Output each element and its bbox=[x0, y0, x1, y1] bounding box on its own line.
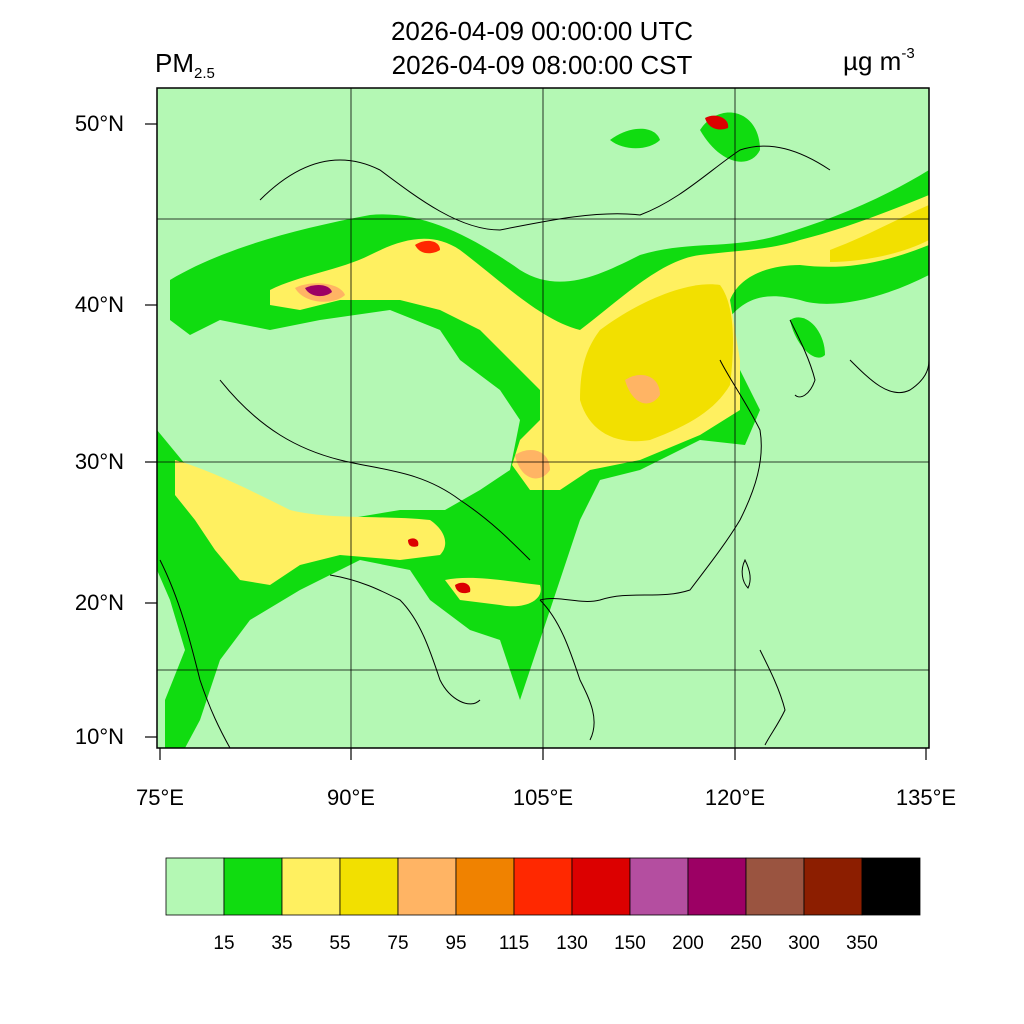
colorbar-label: 15 bbox=[213, 933, 235, 954]
lon-label-75e: 75°E bbox=[136, 785, 184, 810]
lon-label-90e: 90°E bbox=[327, 785, 375, 810]
lat-label-10n: 10°N bbox=[74, 724, 124, 749]
unit-sup: -3 bbox=[901, 45, 915, 62]
variable-main: PM bbox=[155, 48, 194, 78]
hotspot-burma bbox=[455, 582, 471, 594]
band-75-95-sichuan bbox=[515, 450, 550, 479]
title-cst: 2026-04-09 08:00:00 CST bbox=[391, 50, 693, 80]
variable-label: PM2.5 bbox=[155, 48, 215, 82]
hotspot-bangladesh bbox=[408, 538, 419, 547]
philippines-outline bbox=[759, 649, 786, 746]
hotspot-ne bbox=[705, 115, 729, 130]
colorbar-label: 55 bbox=[329, 933, 351, 954]
colorbar-swatch bbox=[629, 857, 689, 916]
coastline-india bbox=[159, 559, 231, 748]
coastline-indochina bbox=[539, 599, 595, 741]
band-35-55-sw bbox=[175, 460, 446, 585]
band-35-55-se bbox=[445, 577, 541, 607]
unit-main: µg m bbox=[843, 46, 902, 76]
colorbar-swatch bbox=[861, 857, 921, 916]
axis-ticks bbox=[145, 123, 927, 760]
colorbar-swatch bbox=[339, 857, 399, 916]
lon-label-105e: 105°E bbox=[512, 785, 574, 810]
hotspot-west bbox=[305, 284, 332, 297]
colorbar-swatch bbox=[687, 857, 747, 916]
band-15-35-northeast bbox=[610, 128, 660, 149]
unit-label: µg m-3 bbox=[843, 45, 915, 77]
colorbar-swatch bbox=[223, 857, 283, 916]
colorbar-swatch bbox=[571, 857, 631, 916]
colorbar-label: 300 bbox=[788, 933, 820, 954]
variable-sub: 2.5 bbox=[194, 65, 215, 82]
lat-label-30n: 30°N bbox=[74, 449, 124, 474]
korea-outline bbox=[789, 319, 816, 398]
coastline-east-china bbox=[539, 359, 762, 602]
colorbar-label: 95 bbox=[445, 933, 467, 954]
grid-lines bbox=[157, 88, 929, 748]
hotspot-mongolia bbox=[415, 240, 440, 254]
band-55-75-core bbox=[580, 284, 733, 442]
colorbar-swatch bbox=[745, 857, 805, 916]
japan-outline bbox=[849, 359, 929, 394]
lat-label-40n: 40°N bbox=[74, 292, 124, 317]
colorbar-swatch bbox=[803, 857, 863, 916]
colorbar-swatch bbox=[165, 857, 225, 916]
coastline-bay bbox=[329, 574, 481, 705]
title-utc: 2026-04-09 00:00:00 UTC bbox=[390, 16, 694, 46]
colorbar-swatch bbox=[281, 857, 341, 916]
lat-label-50n: 50°N bbox=[74, 111, 124, 136]
colorbar-label: 130 bbox=[556, 933, 588, 954]
band-15-35-korea bbox=[790, 317, 825, 358]
colorbar-label: 35 bbox=[271, 933, 293, 954]
colorbar-swatch bbox=[397, 857, 457, 916]
lon-label-120e: 120°E bbox=[704, 785, 766, 810]
border-china-south bbox=[219, 379, 531, 561]
colorbar-label: 250 bbox=[730, 933, 762, 954]
colorbar-label: 150 bbox=[614, 933, 646, 954]
colorbar-label: 115 bbox=[498, 933, 530, 954]
band-75-95-core bbox=[625, 375, 660, 404]
colorbar-swatch bbox=[455, 857, 515, 916]
colorbar-label: 200 bbox=[672, 933, 704, 954]
colorbar-label: 75 bbox=[387, 933, 409, 954]
colorbar bbox=[165, 857, 921, 916]
lat-label-20n: 20°N bbox=[74, 590, 124, 615]
colorbar-label: 350 bbox=[846, 933, 878, 954]
taiwan-outline bbox=[741, 558, 751, 589]
lon-label-135e: 135°E bbox=[895, 785, 957, 810]
border-china-north bbox=[259, 145, 831, 231]
colorbar-swatch bbox=[513, 857, 573, 916]
